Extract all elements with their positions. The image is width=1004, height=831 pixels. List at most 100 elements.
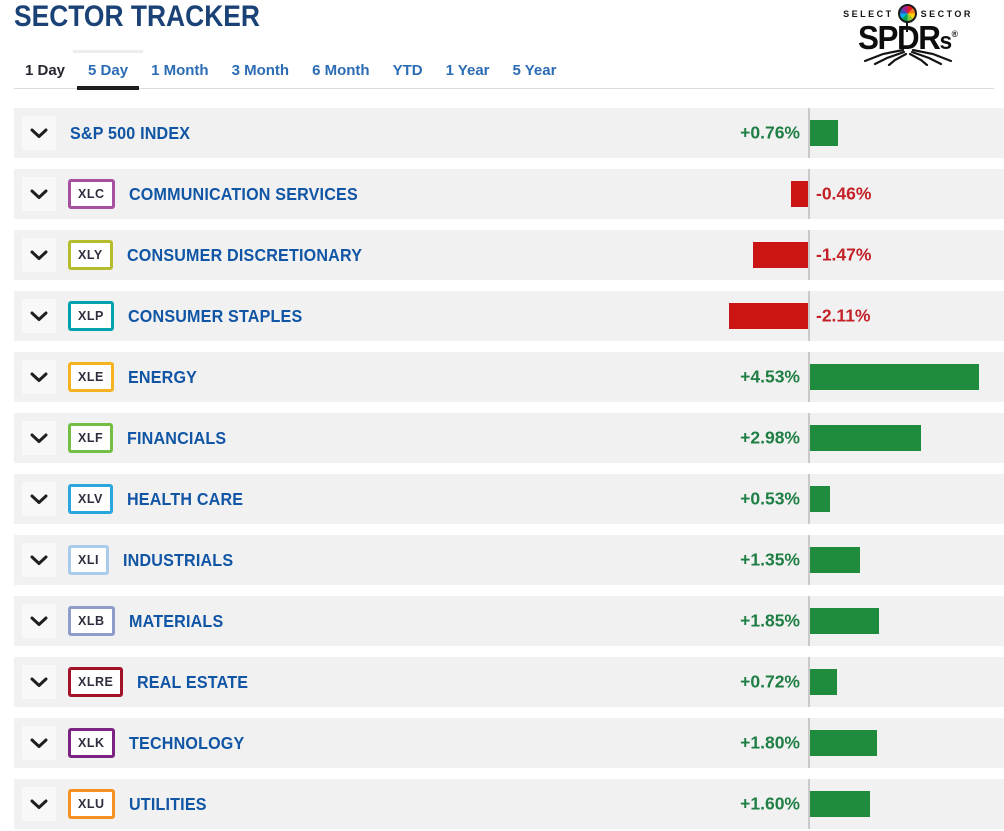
expand-row-button[interactable]	[22, 482, 56, 516]
change-bar	[810, 547, 860, 573]
period-tab[interactable]: 6 Month	[312, 62, 370, 79]
zero-axis-line	[808, 779, 810, 829]
change-bar	[729, 303, 808, 329]
sector-row: XLP CONSUMER STAPLES -2.11%	[14, 291, 1004, 341]
change-bar	[810, 364, 979, 390]
zero-axis-line	[808, 169, 810, 219]
spider-legs-icon	[820, 49, 996, 71]
expand-row-button[interactable]	[22, 604, 56, 638]
zero-axis-line	[808, 108, 810, 158]
sector-name: MATERIALS	[128, 610, 223, 631]
ticker-badge: XLK	[68, 728, 115, 758]
change-percent: +1.35%	[740, 549, 800, 570]
chevron-down-icon	[30, 616, 48, 627]
ticker-badge: XLRE	[68, 667, 124, 697]
sector-name: S&P 500 INDEX	[70, 122, 191, 143]
change-bar	[753, 242, 808, 268]
ticker-badge: XLC	[68, 179, 115, 209]
sector-name: UTILITIES	[128, 793, 207, 814]
sector-row: XLRE REAL ESTATE +0.72%	[14, 657, 1004, 707]
expand-row-button[interactable]	[22, 726, 56, 760]
period-tab[interactable]: 1 Month	[151, 62, 209, 79]
change-bar	[810, 425, 921, 451]
sector-name: REAL ESTATE	[137, 671, 249, 692]
zero-axis-line	[808, 535, 810, 585]
change-bar	[810, 730, 877, 756]
sector-name: INDUSTRIALS	[122, 549, 234, 570]
ticker-badge: XLP	[68, 301, 114, 331]
sector-row: XLV HEALTH CARE +0.53%	[14, 474, 1004, 524]
sector-row: S&P 500 INDEX +0.76%	[14, 108, 1004, 158]
period-tab[interactable]: YTD	[392, 62, 423, 79]
change-percent: -0.46%	[816, 183, 872, 204]
logo-select-text: SELECT	[843, 8, 894, 19]
expand-row-button[interactable]	[22, 360, 56, 394]
change-bar	[810, 120, 838, 146]
chevron-down-icon	[30, 738, 48, 749]
ticker-badge: XLI	[68, 545, 109, 575]
zero-axis-line	[808, 657, 810, 707]
expand-row-button[interactable]	[22, 421, 56, 455]
expand-row-button[interactable]	[22, 116, 56, 150]
logo-spdrs-text: SPDRs®	[858, 19, 958, 56]
sector-row: XLE ENERGY +4.53%	[14, 352, 1004, 402]
zero-axis-line	[808, 413, 810, 463]
period-tab[interactable]: 5 Year	[512, 62, 557, 79]
sector-name: COMMUNICATION SERVICES	[128, 183, 358, 204]
sector-name: TECHNOLOGY	[128, 732, 244, 753]
pinwheel-icon	[897, 4, 917, 23]
zero-axis-line	[808, 230, 810, 280]
period-tabs: 1 Day 5 Day 1 Month 3 Month 6 Month YTD …	[14, 50, 994, 90]
change-percent: +1.85%	[740, 610, 800, 631]
change-percent: +1.80%	[740, 732, 800, 753]
change-bar	[791, 181, 808, 207]
page-title: SECTOR TRACKER	[14, 0, 260, 33]
chevron-down-icon	[30, 311, 48, 322]
change-percent: +1.60%	[740, 793, 800, 814]
zero-axis-line	[808, 291, 810, 341]
ticker-badge: XLV	[68, 484, 113, 514]
change-percent: +4.53%	[740, 366, 800, 387]
sector-rows: S&P 500 INDEX +0.76% XLC COMMUNICATION S…	[0, 108, 1004, 829]
change-percent: -2.11%	[816, 305, 871, 326]
ticker-badge: XLF	[68, 423, 114, 453]
period-tab[interactable]: 5 Day	[73, 50, 144, 90]
ticker-badge: XLE	[68, 362, 114, 392]
sector-name: HEALTH CARE	[126, 488, 244, 509]
expand-row-button[interactable]	[22, 299, 56, 333]
ticker-badge: XLB	[68, 606, 115, 636]
change-percent: +0.72%	[740, 671, 800, 692]
chevron-down-icon	[30, 250, 48, 261]
period-tab[interactable]: 3 Month	[231, 62, 290, 79]
select-sector-spdrs-logo[interactable]: SELECT SECTOR SPDRs®	[820, 4, 996, 71]
zero-axis-line	[808, 596, 810, 646]
sector-name: FINANCIALS	[127, 427, 227, 448]
change-percent: +0.76%	[740, 122, 800, 143]
ticker-badge: XLY	[68, 240, 113, 270]
zero-axis-line	[808, 718, 810, 768]
period-tab[interactable]: 1 Day	[25, 62, 66, 79]
sector-row: XLF FINANCIALS +2.98%	[14, 413, 1004, 463]
chevron-down-icon	[30, 677, 48, 688]
chevron-down-icon	[30, 433, 48, 444]
logo-sector-text: SECTOR	[920, 8, 973, 19]
sector-row: XLI INDUSTRIALS +1.35%	[14, 535, 1004, 585]
change-bar	[810, 608, 879, 634]
chevron-down-icon	[30, 555, 48, 566]
sector-row: XLK TECHNOLOGY +1.80%	[14, 718, 1004, 768]
change-bar	[810, 669, 837, 695]
sector-name: ENERGY	[127, 366, 197, 387]
expand-row-button[interactable]	[22, 177, 56, 211]
page-header: SECTOR TRACKER SELECT SECTOR SPDRs®	[0, 0, 1004, 67]
change-bar	[810, 791, 870, 817]
expand-row-button[interactable]	[22, 787, 56, 821]
chevron-down-icon	[30, 799, 48, 810]
expand-row-button[interactable]	[22, 665, 56, 699]
change-percent: +0.53%	[740, 488, 800, 509]
zero-axis-line	[808, 352, 810, 402]
expand-row-button[interactable]	[22, 238, 56, 272]
expand-row-button[interactable]	[22, 543, 56, 577]
change-percent: +2.98%	[740, 427, 800, 448]
period-tab[interactable]: 1 Year	[445, 62, 490, 79]
sector-row: XLU UTILITIES +1.60%	[14, 779, 1004, 829]
